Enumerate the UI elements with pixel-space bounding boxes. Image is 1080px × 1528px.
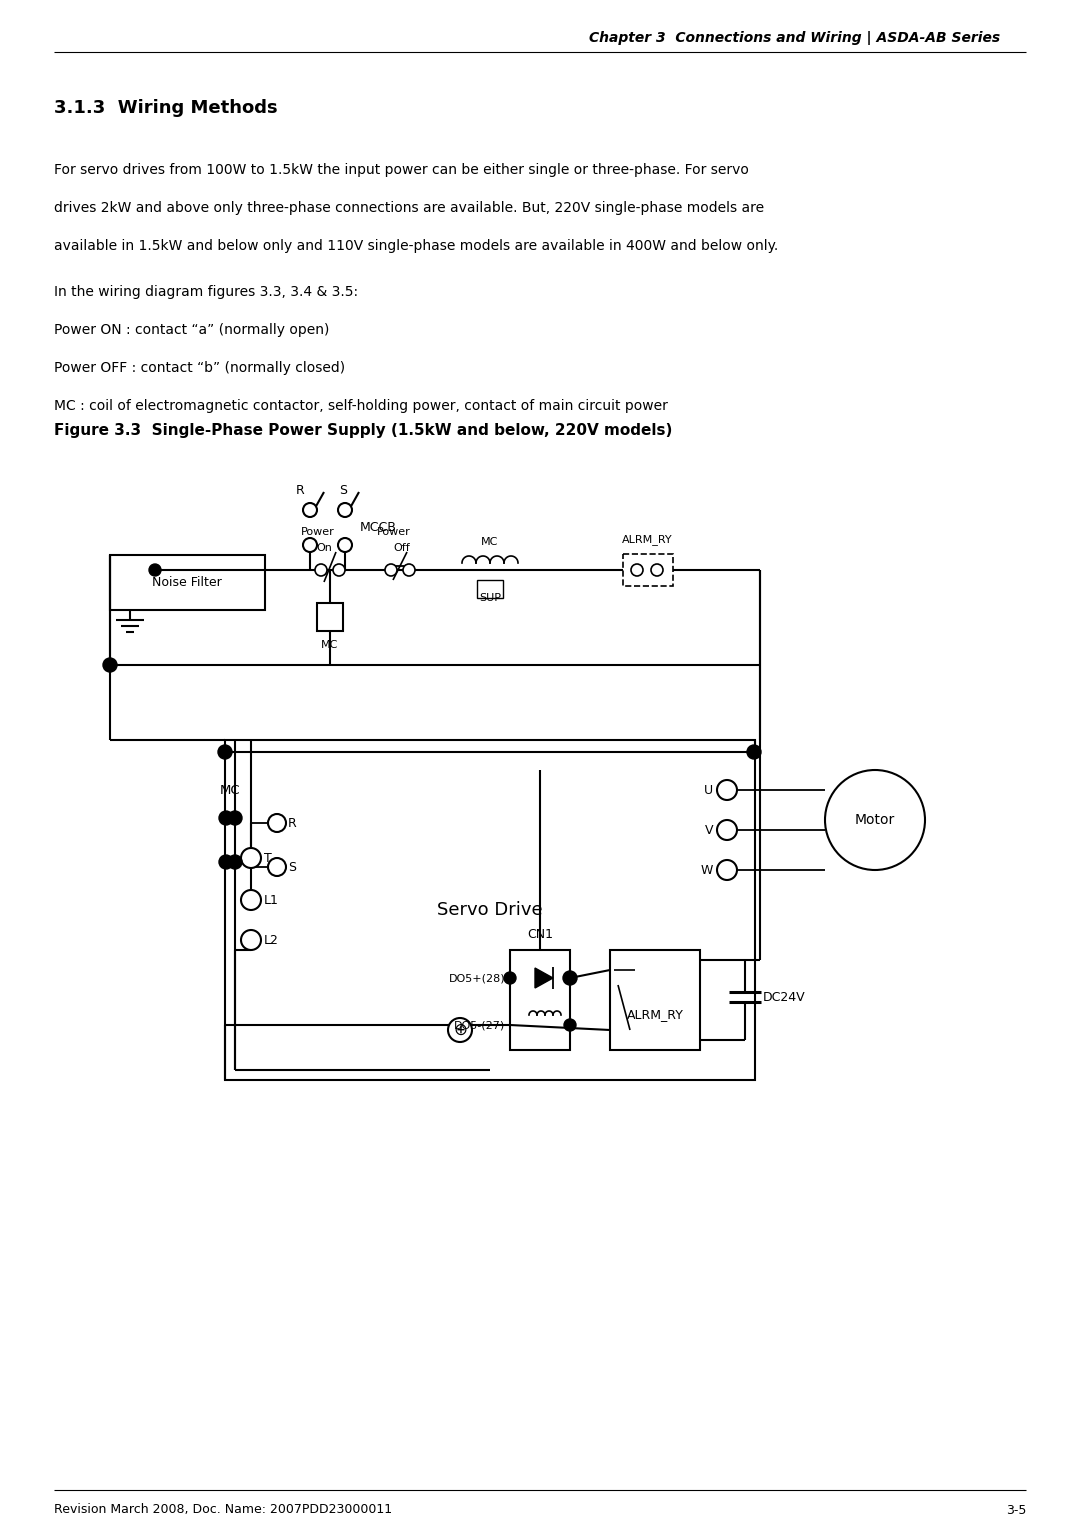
Circle shape bbox=[218, 746, 232, 759]
Text: T: T bbox=[264, 851, 272, 865]
Text: L1: L1 bbox=[264, 894, 279, 906]
Text: Figure 3.3  Single-Phase Power Supply (1.5kW and below, 220V models): Figure 3.3 Single-Phase Power Supply (1.… bbox=[54, 423, 673, 437]
Circle shape bbox=[717, 779, 737, 801]
Text: Revision March 2008, Doc. Name: 2007PDD23000011: Revision March 2008, Doc. Name: 2007PDD2… bbox=[54, 1504, 392, 1516]
Text: DO5+(28): DO5+(28) bbox=[448, 973, 505, 983]
Circle shape bbox=[564, 1019, 576, 1031]
Text: S: S bbox=[288, 860, 296, 874]
Bar bbox=[225, 740, 755, 1080]
Circle shape bbox=[448, 1018, 472, 1042]
Text: Power ON : contact “a” (normally open): Power ON : contact “a” (normally open) bbox=[54, 322, 329, 338]
Circle shape bbox=[268, 814, 286, 833]
Circle shape bbox=[228, 856, 242, 869]
Circle shape bbox=[149, 564, 161, 576]
Text: MCCB: MCCB bbox=[360, 521, 396, 533]
Circle shape bbox=[338, 538, 352, 552]
Text: ⊕: ⊕ bbox=[454, 1021, 467, 1039]
Circle shape bbox=[241, 889, 261, 911]
Text: S: S bbox=[339, 483, 347, 497]
Text: DC24V: DC24V bbox=[762, 990, 806, 1004]
Text: Motor: Motor bbox=[855, 813, 895, 827]
Text: W: W bbox=[701, 863, 713, 877]
Text: 3.1.3  Wiring Methods: 3.1.3 Wiring Methods bbox=[54, 99, 278, 118]
Text: Power: Power bbox=[301, 527, 335, 536]
Circle shape bbox=[717, 860, 737, 880]
Text: MC: MC bbox=[220, 784, 241, 796]
Bar bbox=[623, 555, 673, 587]
Circle shape bbox=[631, 564, 643, 576]
Text: ALRM_RY: ALRM_RY bbox=[622, 535, 673, 545]
Text: Chapter 3  Connections and Wiring | ASDA-AB Series: Chapter 3 Connections and Wiring | ASDA-… bbox=[589, 31, 1000, 44]
Text: available in 1.5kW and below only and 110V single-phase models are available in : available in 1.5kW and below only and 11… bbox=[54, 238, 779, 254]
Text: V: V bbox=[704, 824, 713, 836]
Bar bbox=[110, 555, 265, 610]
Text: Noise Filter: Noise Filter bbox=[152, 576, 221, 588]
Text: SUP: SUP bbox=[480, 593, 501, 604]
Text: MC : coil of electromagnetic contactor, self-holding power, contact of main circ: MC : coil of electromagnetic contactor, … bbox=[54, 399, 667, 413]
Circle shape bbox=[338, 503, 352, 516]
Text: Servo Drive: Servo Drive bbox=[437, 902, 543, 918]
Circle shape bbox=[103, 659, 117, 672]
Bar bbox=[510, 950, 570, 1050]
Text: U: U bbox=[704, 784, 713, 796]
Circle shape bbox=[219, 856, 233, 869]
Text: Power: Power bbox=[377, 527, 410, 536]
Text: DO5-(27): DO5-(27) bbox=[454, 1021, 505, 1030]
Text: drives 2kW and above only three-phase connections are available. But, 220V singl: drives 2kW and above only three-phase co… bbox=[54, 202, 765, 215]
Circle shape bbox=[747, 746, 761, 759]
Circle shape bbox=[563, 970, 577, 986]
Polygon shape bbox=[535, 969, 553, 989]
Circle shape bbox=[504, 972, 516, 984]
Circle shape bbox=[333, 564, 345, 576]
Circle shape bbox=[268, 859, 286, 876]
Bar bbox=[318, 604, 343, 631]
Text: Off: Off bbox=[393, 542, 410, 553]
Circle shape bbox=[303, 538, 318, 552]
Circle shape bbox=[219, 811, 233, 825]
Text: For servo drives from 100W to 1.5kW the input power can be either single or thre: For servo drives from 100W to 1.5kW the … bbox=[54, 163, 748, 177]
Text: 3-5: 3-5 bbox=[1005, 1504, 1026, 1516]
Text: CN1: CN1 bbox=[527, 927, 553, 941]
Bar bbox=[610, 950, 700, 1050]
Text: MC: MC bbox=[482, 536, 499, 547]
Text: MC: MC bbox=[322, 640, 339, 649]
Circle shape bbox=[315, 564, 327, 576]
Circle shape bbox=[384, 564, 397, 576]
Circle shape bbox=[403, 564, 415, 576]
Circle shape bbox=[651, 564, 663, 576]
Text: L2: L2 bbox=[264, 934, 279, 946]
Circle shape bbox=[303, 503, 318, 516]
Text: R: R bbox=[288, 816, 297, 830]
Text: ALRM_RY: ALRM_RY bbox=[626, 1008, 684, 1022]
Text: On: On bbox=[316, 542, 332, 553]
Circle shape bbox=[825, 770, 924, 869]
Circle shape bbox=[241, 848, 261, 868]
Circle shape bbox=[228, 811, 242, 825]
Bar bbox=[477, 581, 503, 597]
Circle shape bbox=[717, 821, 737, 840]
Text: R: R bbox=[296, 483, 305, 497]
Text: In the wiring diagram figures 3.3, 3.4 & 3.5:: In the wiring diagram figures 3.3, 3.4 &… bbox=[54, 286, 359, 299]
Text: Power OFF : contact “b” (normally closed): Power OFF : contact “b” (normally closed… bbox=[54, 361, 346, 374]
Circle shape bbox=[241, 931, 261, 950]
